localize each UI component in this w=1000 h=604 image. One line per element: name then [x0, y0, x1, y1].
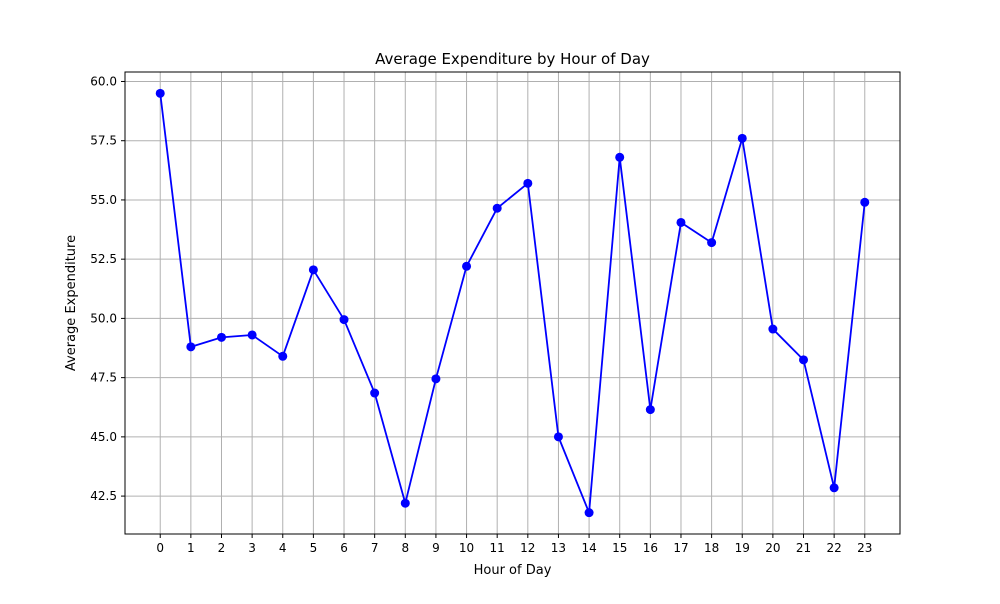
data-point: [370, 388, 380, 398]
x-tick-label: 4: [279, 541, 287, 555]
data-point: [676, 217, 686, 227]
series-line: [159, 93, 866, 514]
x-tick-label: 20: [765, 541, 780, 555]
x-tick-label: 7: [371, 541, 379, 555]
x-tick-label: 18: [704, 541, 719, 555]
x-tick-label: 16: [643, 541, 658, 555]
x-tick-label: 0: [156, 541, 164, 555]
x-tick-label: 17: [673, 541, 688, 555]
data-point: [768, 324, 778, 334]
x-axis-label: Hour of Day: [474, 563, 552, 578]
y-tick-label: 60.0: [90, 74, 117, 88]
data-point: [737, 133, 747, 143]
y-axis-label: Average Expenditure: [64, 235, 79, 371]
x-tick-label: 1: [187, 541, 195, 555]
chart-title: Average Expenditure by Hour of Day: [375, 50, 650, 68]
y-tick-label: 50.0: [90, 311, 117, 325]
x-tick-label: 2: [218, 541, 226, 555]
data-point: [216, 332, 226, 342]
tick-layer: 0 1 2 3 4 5 6 7 8 9 10 11 12 13 14 15 16 17 18 19 20 21 22 2342…: [90, 74, 872, 555]
y-tick-label: 57.5: [90, 134, 117, 148]
data-point: [829, 483, 839, 493]
x-tick-label: 22: [826, 541, 841, 555]
y-tick-label: 42.5: [90, 489, 117, 503]
data-point: [155, 88, 165, 98]
x-tick-label: 15: [612, 541, 627, 555]
plot-frame: [124, 71, 901, 535]
x-tick-label: 14: [581, 541, 596, 555]
data-point: [186, 342, 196, 352]
y-tick-label: 55.0: [90, 193, 117, 207]
series-layer: [155, 88, 870, 518]
x-tick-label: 6: [340, 541, 348, 555]
y-tick-label: 52.5: [90, 252, 117, 266]
x-tick-label: 3: [248, 541, 256, 555]
grid-layer: [125, 72, 900, 534]
data-point: [553, 432, 563, 442]
data-point: [615, 152, 625, 162]
data-point: [247, 330, 257, 340]
y-tick-label: 47.5: [90, 371, 117, 385]
data-point: [860, 197, 870, 207]
x-tick-label: 13: [551, 541, 566, 555]
data-point: [308, 265, 318, 275]
data-point: [707, 238, 717, 248]
data-point: [584, 508, 594, 518]
data-point: [462, 261, 472, 271]
data-point: [523, 178, 533, 188]
data-point: [645, 405, 655, 415]
x-tick-label: 9: [432, 541, 440, 555]
x-tick-label: 21: [796, 541, 811, 555]
x-tick-label: 23: [857, 541, 872, 555]
x-tick-label: 11: [490, 541, 505, 555]
x-tick-label: 5: [310, 541, 318, 555]
data-point: [492, 203, 502, 213]
x-tick-label: 10: [459, 541, 474, 555]
data-point: [799, 355, 809, 365]
y-tick-label: 45.0: [90, 430, 117, 444]
x-tick-label: 8: [401, 541, 409, 555]
data-point: [431, 374, 441, 384]
x-tick-label: 12: [520, 541, 535, 555]
x-tick-label: 19: [735, 541, 750, 555]
data-point: [400, 498, 410, 508]
data-point: [339, 315, 349, 325]
data-point: [278, 351, 288, 361]
